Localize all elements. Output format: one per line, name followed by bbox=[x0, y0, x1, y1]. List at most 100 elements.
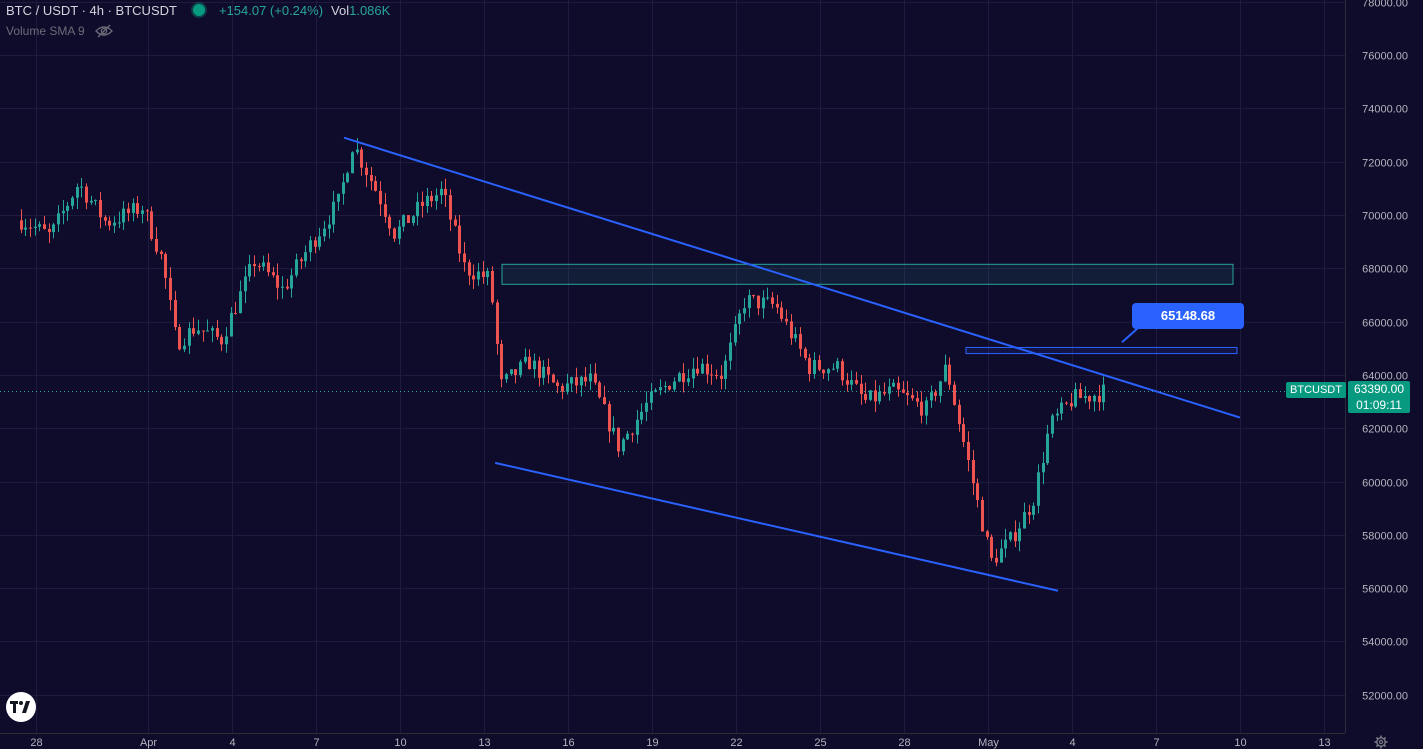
candle-body bbox=[762, 297, 765, 309]
candle-body bbox=[188, 328, 191, 346]
time-tick-label: 4 bbox=[229, 737, 235, 749]
candle-body bbox=[1014, 532, 1017, 542]
symbol-title[interactable]: BTC / USDT · 4h · BTCUSDT bbox=[6, 2, 177, 18]
candle-body bbox=[127, 208, 130, 214]
candle-body bbox=[608, 404, 611, 432]
candle-body bbox=[66, 205, 69, 211]
candle-body bbox=[818, 359, 821, 370]
price-tick-label: 58000.00 bbox=[1362, 531, 1408, 543]
candle-body bbox=[990, 536, 993, 558]
candle-body bbox=[1028, 512, 1031, 515]
candle-body bbox=[365, 167, 368, 176]
candle-body bbox=[1065, 402, 1068, 404]
indicator-label[interactable]: Volume SMA 9 bbox=[6, 24, 85, 38]
candle-body bbox=[953, 384, 956, 405]
eye-slash-icon[interactable] bbox=[94, 24, 113, 38]
candle-body bbox=[547, 366, 550, 375]
time-tick-label: Apr bbox=[140, 737, 157, 749]
candle-body bbox=[743, 308, 746, 314]
candle-body bbox=[136, 203, 139, 214]
candle-body bbox=[141, 210, 144, 214]
candle-body bbox=[290, 275, 293, 289]
candle-body bbox=[575, 377, 578, 386]
candle-body bbox=[384, 204, 387, 217]
price-axis[interactable]: 52000.00 54000.00 56000.00 58000.00 60000.00… bbox=[1345, 0, 1409, 733]
candle-body bbox=[589, 373, 592, 382]
candle-body bbox=[258, 266, 261, 268]
candle-body bbox=[272, 272, 275, 276]
time-axis[interactable]: 28 Apr 4 7 10 13 16 19 22 25 28 May 4 7 10 13 bbox=[0, 733, 1345, 749]
candle-body bbox=[757, 295, 760, 309]
candle-body bbox=[421, 201, 424, 207]
time-tick-label: 16 bbox=[562, 737, 574, 749]
candle-body bbox=[706, 363, 709, 375]
candle-body bbox=[477, 271, 480, 280]
candle-body bbox=[1023, 512, 1026, 529]
candle-body bbox=[202, 330, 205, 332]
candle-body bbox=[435, 195, 438, 202]
time-tick-label: 4 bbox=[1069, 737, 1075, 749]
candle-body bbox=[440, 188, 443, 196]
candle-body bbox=[430, 195, 433, 202]
candle-body bbox=[1046, 433, 1049, 464]
candle-body bbox=[542, 366, 545, 378]
candle-body bbox=[94, 200, 97, 202]
price-annotation-callout[interactable]: 65148.68 bbox=[1132, 303, 1244, 329]
candle-body bbox=[216, 328, 219, 337]
candle-body bbox=[986, 531, 989, 537]
candle-body bbox=[444, 188, 447, 196]
candle-body bbox=[393, 228, 396, 239]
candle-body bbox=[752, 295, 755, 297]
candle-body bbox=[650, 391, 653, 403]
candle-body bbox=[846, 380, 849, 385]
time-tick-label: 13 bbox=[478, 737, 490, 749]
candle-body bbox=[150, 211, 153, 239]
candle-body bbox=[458, 225, 461, 254]
price-tick-label: 62000.00 bbox=[1362, 424, 1408, 436]
candle-body bbox=[519, 361, 522, 376]
candle-body bbox=[584, 376, 587, 382]
candle-body bbox=[1079, 389, 1082, 399]
candle-body bbox=[617, 427, 620, 452]
breakout-zone bbox=[965, 346, 1238, 355]
resistance-zone bbox=[501, 263, 1234, 285]
candle-body bbox=[864, 394, 867, 400]
candle-body bbox=[62, 210, 65, 214]
candle-body bbox=[211, 328, 214, 331]
logo-glyph bbox=[10, 701, 30, 713]
candle-body bbox=[500, 343, 503, 380]
candle-body bbox=[230, 312, 233, 337]
candle-body bbox=[902, 389, 905, 393]
candle-body bbox=[710, 374, 713, 376]
price-tick-label: 60000.00 bbox=[1362, 478, 1408, 490]
price-tick-label: 74000.00 bbox=[1362, 104, 1408, 116]
indicator-legend[interactable]: Volume SMA 9 bbox=[6, 23, 113, 39]
time-tick-label: 25 bbox=[814, 737, 826, 749]
time-tick-label: 22 bbox=[730, 737, 742, 749]
candle-body bbox=[164, 254, 167, 278]
candle-body bbox=[1088, 396, 1091, 402]
candle-body bbox=[192, 328, 195, 334]
candle-body bbox=[449, 195, 452, 220]
candle-body bbox=[687, 378, 690, 383]
candle-body bbox=[701, 363, 704, 374]
candle-body bbox=[412, 216, 415, 223]
candle-body bbox=[239, 291, 242, 314]
candle-body bbox=[360, 149, 363, 168]
candle-body bbox=[962, 424, 965, 442]
candle-body bbox=[248, 264, 251, 277]
channel-lower-trendline bbox=[494, 461, 1059, 592]
candle-body bbox=[916, 398, 919, 402]
candle-body bbox=[659, 387, 662, 391]
candle-body bbox=[612, 427, 615, 432]
candle-body bbox=[85, 186, 88, 203]
candle-body bbox=[314, 240, 317, 247]
candle-body bbox=[911, 395, 914, 399]
gear-icon[interactable] bbox=[1374, 735, 1388, 749]
candle-body bbox=[692, 368, 695, 379]
time-tick-label: 7 bbox=[1153, 737, 1159, 749]
last-price-tag: 63390.00 01:09:11 bbox=[1348, 381, 1410, 413]
candle-body bbox=[300, 259, 303, 262]
tradingview-logo-icon[interactable]: 17 bbox=[6, 692, 36, 722]
